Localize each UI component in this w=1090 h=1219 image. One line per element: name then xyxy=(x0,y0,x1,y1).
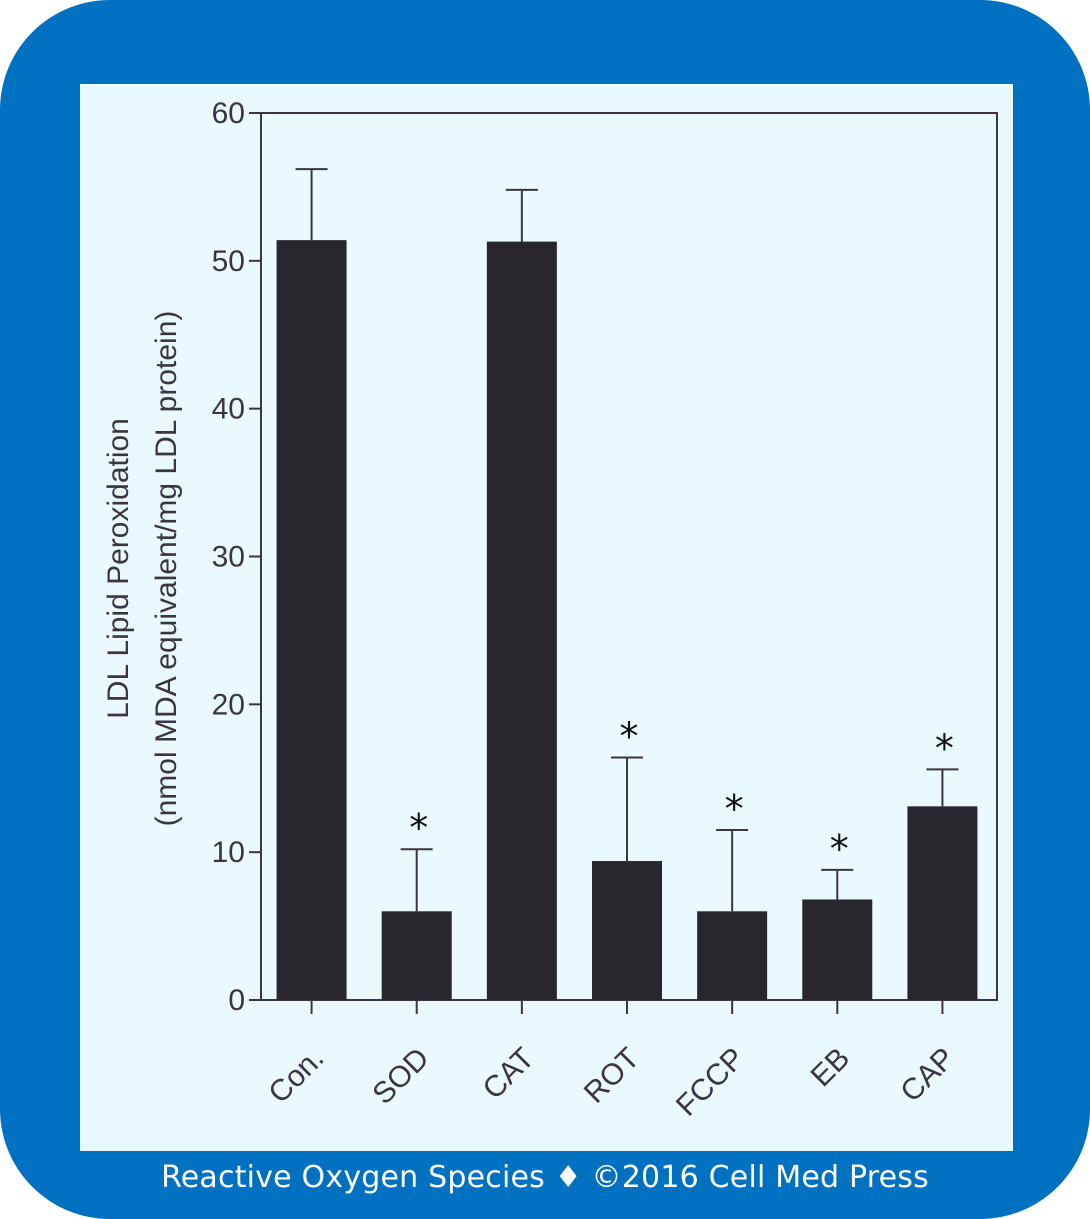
y-tick-label: 0 xyxy=(228,984,245,1017)
significance-markers: * * * * * xyxy=(409,715,954,871)
significance-star: * xyxy=(620,715,639,759)
significance-star: * xyxy=(725,787,744,831)
bar xyxy=(381,911,452,1000)
x-tick-label: FCCP xyxy=(670,1042,751,1123)
footer-caption: Reactive Oxygen Species ♦ ©2016 Cell Med… xyxy=(161,1160,929,1195)
bar xyxy=(907,806,978,1000)
bar xyxy=(486,241,557,1001)
y-axis-label: LDL Lipid Peroxidation xyxy=(102,418,135,719)
bar xyxy=(697,911,768,1000)
x-tick-label: CAP xyxy=(894,1042,961,1109)
y-tick-label: 10 xyxy=(212,836,245,869)
bars xyxy=(276,240,978,1001)
bar xyxy=(276,240,347,1001)
x-tick-label: Con. xyxy=(262,1042,330,1110)
x-tick-label: ROT xyxy=(578,1042,646,1110)
y-axis-units: (nmol MDA equivalent/mg LDL protein) xyxy=(150,311,183,827)
y-tick-label: 60 xyxy=(212,97,245,130)
significance-star: * xyxy=(830,827,849,871)
x-tick-labels: Con. SOD CAT ROT FCCP EB CAP xyxy=(262,1042,961,1123)
y-tick-labels: 0 10 20 30 40 50 60 xyxy=(212,97,245,1017)
bar xyxy=(802,899,873,1000)
y-tick-label: 30 xyxy=(212,541,245,574)
significance-star: * xyxy=(409,806,428,850)
y-tick-label: 50 xyxy=(212,245,245,278)
error-bars xyxy=(295,168,959,912)
x-tick-label: CAT xyxy=(477,1042,541,1106)
y-tick-label: 40 xyxy=(212,393,245,426)
x-tick-label: SOD xyxy=(366,1042,435,1111)
y-tick-label: 20 xyxy=(212,688,245,721)
bar xyxy=(592,861,662,1000)
x-tick-label: EB xyxy=(805,1042,857,1094)
significance-star: * xyxy=(935,726,954,770)
